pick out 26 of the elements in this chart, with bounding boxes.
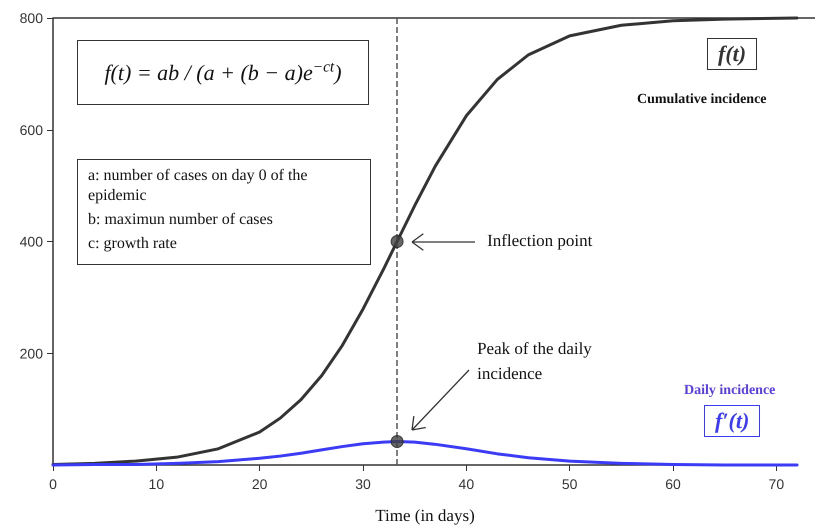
text-frame: f(t) = ab / (a + (b − a)e$^{−ct}$)	[77, 40, 369, 106]
text-frame: f′(t)	[704, 405, 760, 437]
annotation: Peak of the daily incidence	[477, 338, 593, 385]
x-tick-label: 50	[562, 476, 578, 492]
annotation: f′(t)	[715, 408, 750, 433]
x-tick-label: 60	[665, 476, 681, 492]
y-tick-label: 600	[20, 122, 44, 138]
x-tick-label: 40	[458, 476, 474, 492]
y-tick-label: 800	[20, 10, 44, 26]
text: Daily incidence	[684, 383, 776, 399]
x-axis-title: Time (in days)	[375, 506, 475, 525]
annotation: b: maximun number of cases	[88, 210, 274, 230]
y-tick-label: 200	[20, 345, 44, 362]
annotation: c: growth rate	[88, 234, 178, 254]
x-tick-label: 70	[768, 476, 784, 492]
annotation: f(t)	[718, 41, 746, 66]
annotation: f(t) = ab / (a + (b − a)e$^{−ct}$)	[104, 59, 342, 86]
text: Cumulative incidence	[637, 92, 766, 108]
text-frame: f(t)	[707, 38, 758, 70]
text-frame: a: number of cases on day 0 of the epidemic b: maximun number of cases c: growth rate	[77, 159, 371, 265]
annotation: Inflection point	[487, 230, 592, 250]
x-tick-label: 10	[148, 476, 164, 492]
x-tick-label: 0	[49, 476, 58, 492]
x-tick-label: 30	[355, 476, 371, 492]
y-tick-label: 400	[20, 234, 44, 250]
x-tick-label: 20	[252, 476, 268, 492]
